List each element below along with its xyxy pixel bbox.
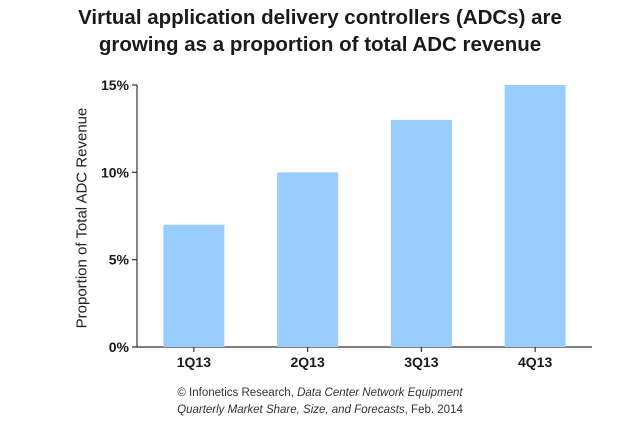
- y-tick-label: 0%: [109, 339, 130, 355]
- chart-title-line-1: Virtual application delivery controllers…: [78, 6, 562, 29]
- y-axis-label: Proportion of Total ADC Revenue: [73, 107, 91, 329]
- source-publisher: © Infonetics Research,: [177, 387, 298, 399]
- bar-3Q13: [390, 119, 452, 347]
- y-tick-label: 5%: [109, 252, 130, 268]
- bar-2Q13: [277, 172, 339, 347]
- chart-bars: [163, 85, 566, 347]
- y-tick-labels: 0% 5% 10% 15%: [101, 77, 130, 355]
- source-report-title-2: Quarterly Market Share, Size, and Foreca…: [177, 404, 405, 416]
- x-tick-label: 2Q13: [291, 354, 325, 370]
- y-tick-label: 15%: [101, 77, 130, 93]
- source-line-1: © Infonetics Research, Data Center Netwo…: [0, 385, 640, 402]
- x-tick-labels: 1Q13 2Q13 3Q13 4Q13: [177, 354, 553, 370]
- chart-title: Virtual application delivery controllers…: [0, 4, 640, 58]
- x-tick-label: 4Q13: [518, 354, 552, 370]
- bar-4Q13: [504, 85, 566, 347]
- bar-1Q13: [163, 224, 225, 347]
- source-line-2: Quarterly Market Share, Size, and Foreca…: [0, 402, 640, 419]
- x-tick-label: 3Q13: [404, 354, 438, 370]
- x-tick-label: 1Q13: [177, 354, 211, 370]
- chart-title-line-2: growing as a proportion of total ADC rev…: [98, 33, 542, 56]
- source-report-title-1: Data Center Network Equipment: [297, 387, 463, 399]
- y-tick-label: 10%: [101, 164, 130, 180]
- source-date: , Feb. 2014: [404, 404, 463, 416]
- source-note: © Infonetics Research, Data Center Netwo…: [0, 385, 640, 419]
